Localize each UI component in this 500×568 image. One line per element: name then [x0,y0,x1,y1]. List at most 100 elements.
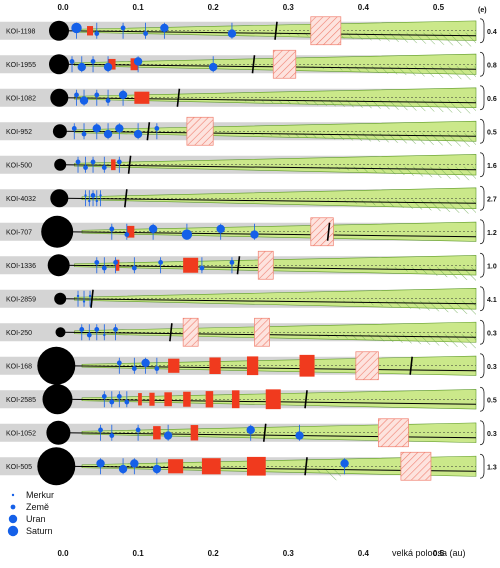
hatched-region [310,16,342,46]
planet-dot [90,159,96,165]
system-row: KOI-707 [0,215,477,248]
planet-dot [79,327,85,332]
system-row: KOI-1336 [0,250,477,282]
limit-mark [326,222,331,241]
planet-dot [199,265,205,271]
red-region [87,26,94,36]
red-region [168,459,184,474]
bracket [479,353,485,379]
planet-dot [81,131,87,137]
planet-dot [94,31,100,36]
bottom-axis-tick-label: 0.1 [133,549,145,558]
bracket [479,51,485,77]
planet-dot [94,92,100,98]
planet-dot [115,124,124,133]
bottom-axis: 0.0 0.1 0.2 0.3 0.4 0.5 [57,549,444,558]
planet-dot [83,165,88,170]
bracket [479,453,485,479]
orbit-line [62,130,477,137]
system-name: KOI-1955 [6,62,36,69]
planet-dot [227,29,237,38]
star [52,124,67,139]
red-region [153,426,161,440]
limit-mark [146,122,151,141]
legend-label: Merkur [26,490,54,500]
system-name: KOI-500 [6,162,32,169]
system-name: KOI-952 [6,129,32,136]
system-row: KOI-1955 [0,49,477,81]
hatched-region [272,49,297,79]
planet-dot [229,260,235,265]
red-region [201,458,221,475]
planet-dot [74,92,79,98]
system-row: KOI-505 [0,447,477,486]
planet-dot [148,224,158,234]
planet-dot [152,464,162,474]
planet-dot [71,22,82,34]
limit-mark [304,457,308,476]
bracket [479,219,485,245]
planet-dot [135,427,141,433]
system-row: KOI-1082 [0,87,477,114]
planet-dot [124,232,130,237]
red-region [115,259,120,271]
system-row: KOI-2585 [0,384,477,415]
planet-dot [99,194,102,197]
planet-dot [77,62,86,72]
planet-dot [69,59,75,64]
hatched-region [182,317,199,347]
bracket [479,118,485,144]
system-name: KOI-4032 [6,196,36,203]
top-axis-tick-label: 0.0 [57,3,69,12]
planet-dot [88,199,91,203]
planet-dot [95,199,98,203]
eccentricity-value: 0.8 [487,62,497,69]
orbit-line [62,30,477,37]
star [41,215,74,248]
planet-dot [84,194,87,197]
planet-dot [82,300,86,303]
orbit-line [62,197,477,204]
star [47,254,70,277]
hatched-zone [288,334,476,349]
limit-mark [274,21,278,40]
red-region [246,356,259,376]
eccentricity-value: 0.6 [487,96,497,103]
top-axis-tick-label: 0.5 [433,3,445,12]
planet-dot [340,459,349,468]
orbit-line [62,97,477,104]
orbit-line [62,365,477,372]
planet-dot [113,327,118,332]
planet-dot [163,431,173,440]
planet-dot [143,31,149,36]
planet-dot [120,25,126,31]
legend-label: Země [26,502,49,512]
bottom-axis-tick-label: 0.4 [358,549,370,558]
bracket [479,252,485,278]
eccentricity-value: 0.3 [487,364,497,371]
limit-mark [176,88,181,107]
system-row: KOI-500 [0,154,477,181]
star [46,420,71,445]
limit-mark [124,189,128,208]
planet-dot [75,159,81,165]
planet-dot [109,433,115,438]
planet-dot [124,399,130,405]
planet-dot [141,358,150,368]
eccentricity-value: 1.3 [487,464,497,471]
planet-dot [90,193,96,198]
planet-dot [71,126,77,131]
hatched-zone [250,32,476,47]
red-region [130,58,139,71]
star [50,189,69,208]
hatched-region [310,217,334,247]
red-region [209,357,221,375]
system-row: KOI-250 [0,317,477,349]
eccentricity-value: 0.5 [487,397,497,404]
limit-mark [409,356,413,375]
systems: KOI-1198 KOI-1955 KOI-1082 KOI-952 KOI-500 KO… [0,16,477,486]
bracket [479,420,485,446]
system-name: KOI-1052 [6,430,36,437]
red-region [111,159,116,171]
star [42,384,73,415]
